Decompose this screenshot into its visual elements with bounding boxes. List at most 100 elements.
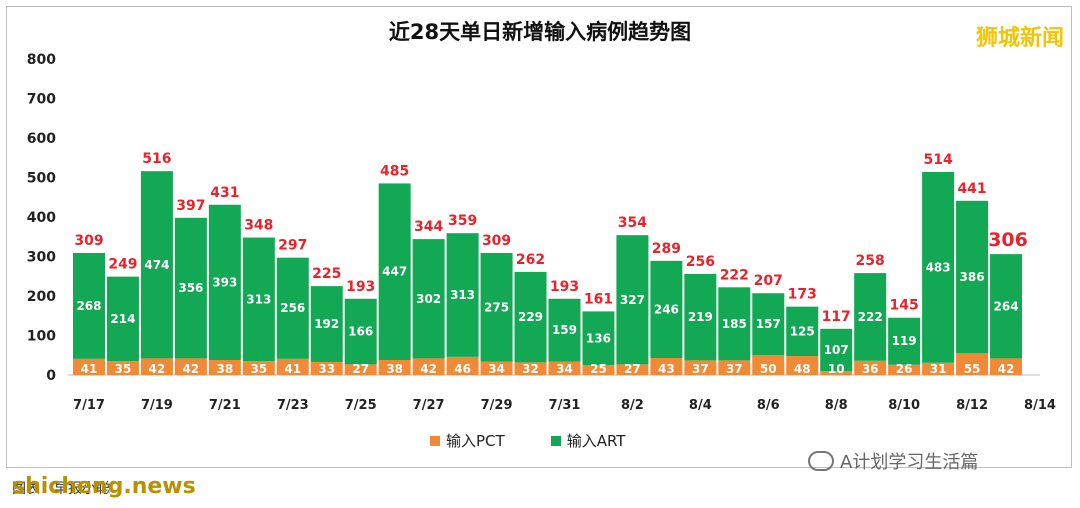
- bar-art: [616, 235, 649, 365]
- x-tick-label: 8/10: [888, 398, 920, 413]
- y-tick-label: 200: [27, 289, 56, 305]
- bar-art: [548, 298, 581, 362]
- bar-pct: [718, 360, 751, 375]
- brand-logo: 狮城新闻: [975, 26, 1064, 51]
- data-label-art: 256: [280, 301, 305, 315]
- data-label-total: 431: [210, 185, 239, 201]
- bar-pct: [480, 361, 513, 375]
- bar-art: [140, 171, 173, 359]
- bar-pct: [72, 358, 105, 375]
- data-label-pct: 25: [590, 362, 607, 376]
- bar-pct: [514, 362, 547, 375]
- data-label-art: 107: [824, 343, 849, 357]
- data-label-pct: 50: [760, 362, 777, 376]
- data-label-art: 157: [756, 317, 781, 331]
- bar-pct: [786, 356, 819, 375]
- data-label-pct: 33: [318, 362, 335, 376]
- y-tick-label: 0: [46, 368, 56, 384]
- data-label-pct: 42: [420, 362, 437, 376]
- legend-swatch-art: [550, 435, 561, 446]
- data-label-art: 268: [76, 299, 101, 313]
- bar-pct: [922, 362, 955, 375]
- bar-art: [514, 271, 547, 363]
- data-label-art: 185: [722, 317, 747, 331]
- bar-art: [378, 183, 411, 360]
- x-tick-label: 8/12: [956, 398, 988, 413]
- data-label-total: 309: [482, 233, 511, 249]
- bar-pct: [310, 361, 343, 375]
- bar-pct: [956, 353, 989, 375]
- bar-art: [276, 257, 309, 359]
- data-label-pct: 42: [998, 362, 1015, 376]
- bar-pct: [344, 364, 377, 375]
- bar-art: [412, 239, 445, 359]
- data-label-pct: 34: [488, 362, 505, 376]
- data-label-pct: 38: [216, 362, 233, 376]
- data-label-art: 125: [790, 324, 815, 338]
- bar-art: [650, 260, 683, 359]
- bar-pct: [582, 365, 615, 375]
- data-label-total: 193: [550, 279, 579, 295]
- legend-swatch-pct: [430, 435, 440, 446]
- legend-item-pct: 输入PCT: [430, 430, 505, 451]
- data-label-art: 264: [994, 299, 1019, 313]
- x-tick-label: 7/21: [209, 398, 241, 413]
- data-label-art: 474: [144, 258, 169, 272]
- bar-art: [854, 273, 887, 361]
- bar-pct: [106, 361, 139, 375]
- data-label-total: 306: [988, 229, 1028, 251]
- bar-pct: [208, 359, 241, 375]
- wechat-account-name: A计划学习生活篇: [840, 452, 979, 473]
- bar-art: [446, 233, 479, 357]
- watermark: shicheng.news: [12, 474, 196, 499]
- data-label-art: 246: [654, 302, 679, 316]
- data-label-pct: 35: [115, 362, 132, 376]
- data-label-total: 145: [890, 298, 919, 314]
- data-label-art: 356: [178, 281, 203, 295]
- x-tick-label: 7/25: [345, 398, 377, 413]
- data-label-art: 136: [586, 331, 611, 345]
- data-label-pct: 32: [522, 362, 539, 376]
- y-tick-label: 500: [27, 171, 56, 187]
- data-label-pct: 37: [692, 362, 709, 376]
- data-label-total: 258: [856, 253, 885, 269]
- bar-pct: [616, 364, 649, 375]
- data-label-art: 214: [110, 312, 135, 326]
- data-label-total: 225: [312, 266, 341, 282]
- bar-art: [582, 311, 615, 366]
- x-tick-label: 8/6: [757, 398, 780, 413]
- data-label-pct: 42: [149, 362, 166, 376]
- data-label-total: 359: [448, 213, 477, 229]
- data-label-total: 222: [720, 267, 749, 283]
- data-label-art: 222: [858, 310, 883, 324]
- data-label-art: 313: [450, 288, 475, 302]
- data-label-pct: 48: [794, 362, 811, 376]
- data-label-pct: 43: [658, 362, 675, 376]
- data-label-pct: 38: [386, 362, 403, 376]
- y-tick-label: 100: [27, 329, 56, 345]
- bar-pct: [888, 364, 921, 375]
- data-label-pct: 41: [81, 362, 98, 376]
- wechat-account: A计划学习生活篇: [808, 448, 978, 474]
- data-label-pct: 55: [964, 362, 981, 376]
- data-label-total: 354: [618, 215, 647, 231]
- data-label-pct: 31: [930, 362, 947, 376]
- bar-pct: [854, 360, 887, 375]
- data-label-pct: 41: [284, 362, 301, 376]
- data-label-total: 344: [414, 219, 443, 235]
- data-label-total: 161: [584, 291, 613, 307]
- bar-pct: [276, 358, 309, 375]
- bar-art: [922, 171, 955, 363]
- x-tick-label: 7/29: [481, 398, 513, 413]
- x-tick-label: 8/14: [1024, 398, 1056, 413]
- data-label-total: 117: [822, 309, 851, 325]
- x-tick-label: 7/23: [277, 398, 309, 413]
- data-label-art: 119: [892, 334, 917, 348]
- legend-item-art: 输入ART: [550, 430, 625, 451]
- bar-pct: [548, 361, 581, 375]
- data-label-pct: 35: [250, 362, 267, 376]
- data-label-total: 348: [244, 218, 273, 234]
- data-label-pct: 27: [352, 362, 369, 376]
- data-label-total: 262: [516, 252, 545, 268]
